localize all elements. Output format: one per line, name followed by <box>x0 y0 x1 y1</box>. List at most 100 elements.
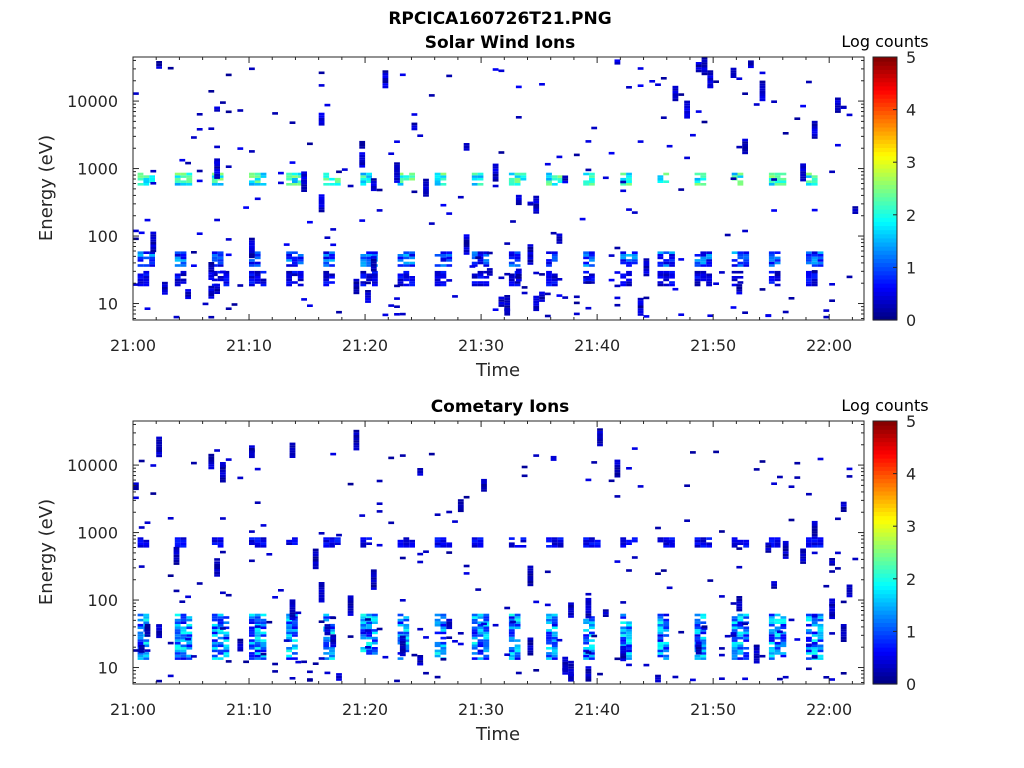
spectrogram-cell <box>806 256 812 260</box>
spectrogram-cell <box>730 306 737 309</box>
spectrogram-cell <box>806 631 812 635</box>
spectrogram-cell <box>286 649 292 653</box>
spectrogram-cell <box>214 561 220 564</box>
spectrogram-cell <box>643 266 650 269</box>
spectrogram-cell <box>324 671 331 675</box>
spectrogram-cell <box>138 565 145 568</box>
spectrogram-cell <box>144 521 151 524</box>
colorbar-segment <box>873 515 897 521</box>
spectrogram-cell <box>366 261 372 265</box>
spectrogram-cell <box>366 542 372 545</box>
spectrogram-cell <box>214 558 220 561</box>
spectrogram-cell <box>463 242 470 245</box>
spectrogram-cell <box>737 657 744 660</box>
spectrogram-cell <box>765 550 772 553</box>
colorbar-segment <box>873 527 897 533</box>
spectrogram-cell <box>669 545 675 548</box>
spectrogram-cell <box>249 542 255 545</box>
spectrogram-cell <box>774 629 781 632</box>
spectrogram-cell <box>318 207 325 210</box>
spectrogram-cell <box>301 184 307 187</box>
spectrogram-cell <box>657 613 664 617</box>
spectrogram-cell <box>301 298 307 301</box>
spectrogram-cell <box>811 131 818 134</box>
spectrogram-cell <box>508 278 515 282</box>
spectrogram-cell <box>208 456 215 459</box>
spectrogram-cell <box>318 620 325 623</box>
spectrogram-cell <box>403 639 410 642</box>
spectrogram-cell <box>156 627 162 631</box>
spectrogram-cell <box>657 631 664 635</box>
spectrogram-cell <box>743 264 750 267</box>
colorbar-tick-label: 2 <box>906 206 916 225</box>
spectrogram-cell <box>657 276 664 279</box>
spectrogram-cell <box>700 613 707 617</box>
spectrogram-cell <box>353 283 360 287</box>
spectrogram-cell <box>666 144 673 148</box>
spectrogram-cell <box>759 654 766 658</box>
spectrogram-cell <box>551 276 558 279</box>
spectrogram-cell <box>690 678 696 682</box>
spectrogram-cell <box>237 638 244 642</box>
spectrogram-cell <box>753 103 760 106</box>
spectrogram-cell <box>508 261 515 265</box>
colorbar-segment <box>873 614 897 619</box>
spectrogram-cell <box>486 268 493 271</box>
spectrogram-cell <box>669 251 675 254</box>
spectrogram-cell <box>573 301 580 305</box>
spectrogram-cell <box>477 652 484 655</box>
spectrogram-cell <box>359 219 366 222</box>
spectrogram-cell <box>366 613 372 617</box>
spectrogram-cell <box>700 639 707 642</box>
spectrogram-cell <box>637 308 644 311</box>
spectrogram-cell <box>657 283 664 287</box>
spectrogram-cell <box>208 272 215 275</box>
colorbar-segment <box>873 523 897 529</box>
spectrogram-cell <box>254 251 261 254</box>
spectrogram-cell <box>249 283 255 287</box>
spectrogram-cell <box>811 180 818 183</box>
spectrogram-cell <box>225 110 232 114</box>
spectrogram-cell <box>655 526 661 530</box>
colorbar-segment <box>873 106 897 112</box>
spectrogram-cell <box>156 630 162 633</box>
spectrogram-cell <box>469 265 476 268</box>
colorbar-gradient <box>873 421 897 685</box>
spectrogram-cell <box>289 161 296 164</box>
spectrogram-cell <box>417 468 424 471</box>
spectrogram-cell <box>585 668 592 672</box>
spectrogram-cell <box>329 545 335 548</box>
spectrogram-cell <box>811 273 818 277</box>
spectrogram-cell <box>583 639 589 642</box>
spectrogram-cell <box>800 104 806 108</box>
spectrogram-cell <box>583 537 589 540</box>
spectrogram-cell <box>156 63 162 67</box>
spectrogram-cell <box>620 648 627 651</box>
spectrogram-cell <box>225 593 232 597</box>
spectrogram-cell <box>597 430 603 434</box>
spectrogram-cell <box>211 616 218 619</box>
spectrogram-cell <box>637 297 644 301</box>
spectrogram-cell <box>446 279 453 282</box>
spectrogram-cell <box>434 183 441 186</box>
spectrogram-cell <box>736 608 743 612</box>
spectrogram-cell <box>477 644 484 648</box>
spectrogram-cell <box>663 276 670 279</box>
spectrogram-cell <box>324 629 331 632</box>
spectrogram-cell <box>185 161 191 165</box>
spectrogram-cell <box>186 654 193 658</box>
spectrogram-cell <box>794 117 801 120</box>
colorbar-segment <box>873 254 897 259</box>
spectrogram-cell <box>137 542 144 545</box>
colorbar-segment <box>873 188 897 194</box>
spectrogram-cell <box>243 206 249 209</box>
spectrogram-cell <box>143 264 150 267</box>
spectrogram-cell <box>249 644 255 648</box>
spectrogram-cell <box>742 229 748 233</box>
spectrogram-cell <box>731 649 738 653</box>
spectrogram-cell <box>620 621 627 624</box>
spectrogram-cell <box>780 634 787 637</box>
spectrogram-cell <box>366 251 372 254</box>
spectrogram-cell <box>657 175 664 178</box>
spectrogram-cell <box>514 251 521 254</box>
